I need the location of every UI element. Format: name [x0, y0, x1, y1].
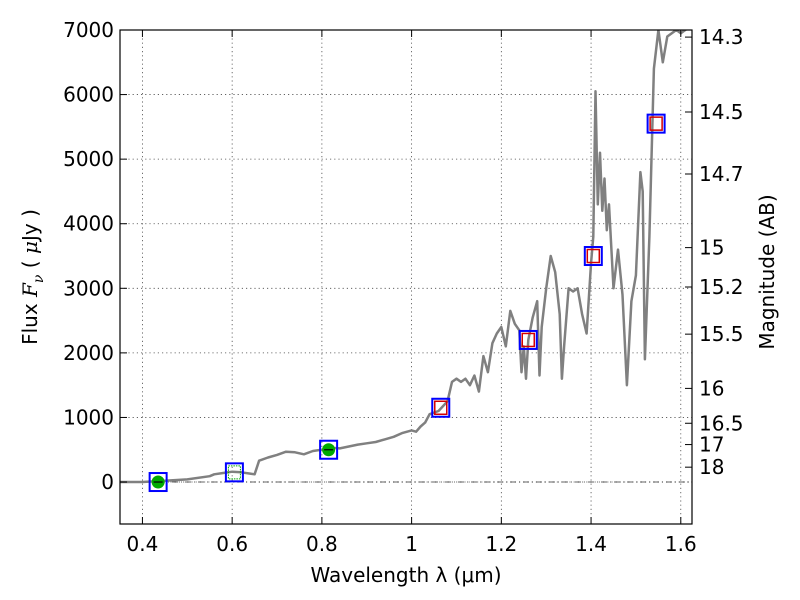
- x-axis-label: Wavelength λ (μm): [310, 563, 501, 587]
- x-tick-label: 1.6: [665, 532, 697, 556]
- x-tick-label: 0.8: [306, 532, 338, 556]
- x-tick-label: 1.2: [485, 532, 517, 556]
- y-axis-label-symbol: F: [18, 282, 42, 298]
- photometry-marker-inner: [434, 400, 448, 416]
- x-tick-label: 1: [405, 532, 418, 556]
- y-tick-label: 6000: [63, 83, 114, 107]
- photometry-marker-outer: [431, 397, 451, 418]
- y-tick-layer: 0 1000 2000 3000 4000 5000 6000 7000: [63, 18, 127, 494]
- right-tick-label: 14.7: [699, 162, 744, 186]
- right-tick-label: 15.2: [699, 275, 744, 299]
- photometry-marker-outer: [224, 462, 244, 483]
- photometry-point: [148, 472, 168, 493]
- right-tick-label: 15.5: [699, 322, 744, 346]
- photometry-point: [583, 246, 603, 267]
- y-tick-label: 0: [101, 470, 114, 494]
- right-axis-label: Magnitude (AB): [755, 194, 779, 349]
- right-tick-label: 16.5: [699, 411, 744, 435]
- right-tick-label: 18: [699, 455, 724, 479]
- photometry-marker-inner: [521, 332, 536, 348]
- photometry-marker-inner: [586, 248, 601, 264]
- y-axis-label-prefix: Flux: [18, 297, 42, 345]
- photometry-point: [518, 329, 538, 350]
- y-axis-label-unit-tail: Jy ): [18, 209, 42, 243]
- right-tick-label: 16: [699, 376, 724, 400]
- right-tick-label: 17: [699, 433, 724, 457]
- spectrum-layer: [120, 30, 688, 484]
- y-axis-label-unit: (: [18, 254, 42, 275]
- spectrum-line: [120, 30, 688, 484]
- y-tick-label: 1000: [63, 405, 114, 429]
- photometry-point: [431, 397, 451, 418]
- photometry-marker-outer: [646, 113, 666, 134]
- x-tick-label: 0.4: [127, 532, 159, 556]
- photometry-marker-inner: [227, 465, 241, 480]
- right-tick-label: 14.5: [699, 100, 744, 124]
- photometry-marker-outer: [583, 246, 603, 267]
- y-tick-label: 4000: [63, 212, 114, 236]
- photometry-point: [319, 439, 339, 460]
- y-axis-label-mu: μ: [18, 241, 42, 254]
- photometry-marker-outer: [518, 329, 538, 350]
- photometry-point: [646, 113, 666, 134]
- y-tick-label: 3000: [63, 276, 114, 300]
- plot-area: [120, 30, 692, 524]
- x-tick-label: 1.4: [575, 532, 607, 556]
- x-tick-label: 0.6: [216, 532, 248, 556]
- marker-layer: [148, 113, 666, 493]
- plot-frame: [119, 29, 693, 525]
- x-tick-layer: 0.4 0.6 0.8 1 1.2 1.4 1.6: [127, 30, 697, 556]
- photometry-marker-inner: [649, 116, 663, 131]
- y-axis-label-subscript: ν: [31, 274, 47, 283]
- y-axis-label: Flux Fν ( μJy ): [18, 209, 47, 345]
- y-tick-label: 2000: [63, 341, 114, 365]
- photometry-point: [224, 462, 244, 483]
- photometry-marker-outer: [319, 439, 339, 460]
- y-tick-label: 7000: [63, 18, 114, 42]
- photometry-marker-outer: [148, 472, 168, 493]
- right-tick-label: 15: [699, 236, 724, 260]
- y-tick-label: 5000: [63, 147, 114, 171]
- right-tick-label: 14.3: [699, 25, 744, 49]
